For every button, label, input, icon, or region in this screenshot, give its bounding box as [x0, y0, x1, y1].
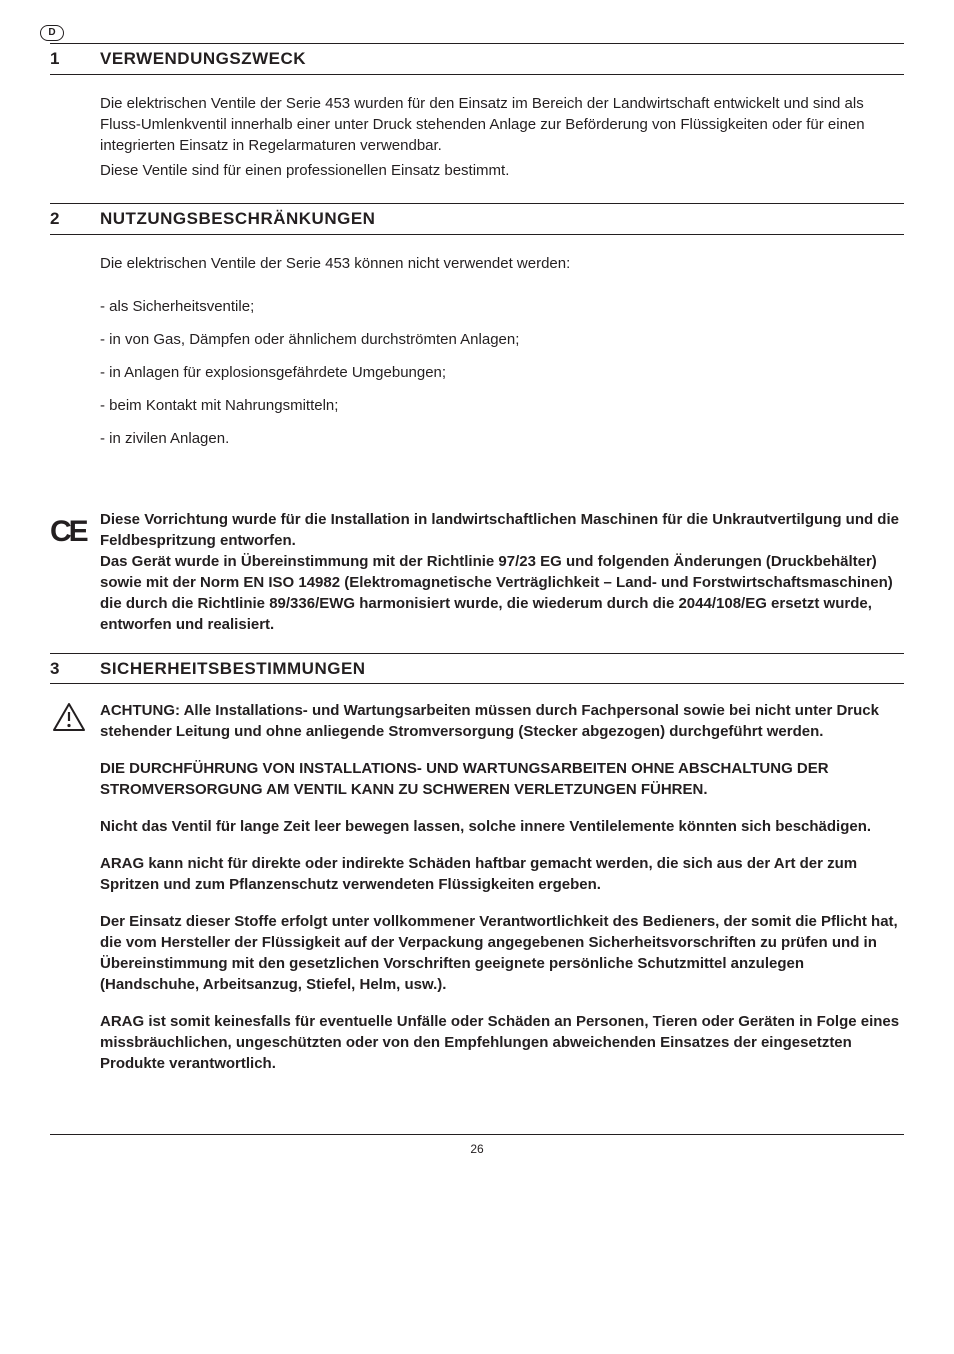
bullet-5: - in zivilen Anlagen. — [100, 428, 904, 449]
language-badge: D — [40, 25, 64, 41]
section-1-number: 1 — [50, 47, 100, 71]
page-number: 26 — [50, 1134, 904, 1158]
bullet-1: - als Sicherheitsventile; — [100, 296, 904, 317]
section-2-bold-block: CE Diese Vorrichtung wurde für die Insta… — [100, 467, 904, 635]
bullet-2: - in von Gas, Dämpfen oder ähnlichem dur… — [100, 329, 904, 350]
section-2-number: 2 — [50, 207, 100, 231]
section-2-title: NUTZUNGSBESCHRÄNKUNGEN — [100, 207, 375, 231]
section-2-heading: 2 NUTZUNGSBESCHRÄNKUNGEN — [50, 203, 904, 235]
section-1-heading: 1 VERWENDUNGSZWECK — [50, 43, 904, 75]
warning-triangle-icon — [52, 702, 86, 738]
section-3-p3: Nicht das Ventil für lange Zeit leer bew… — [100, 816, 904, 837]
section-3-heading: 3 SICHERHEITSBESTIMMUNGEN — [50, 653, 904, 685]
section-2-bold-text: Diese Vorrichtung wurde für die Installa… — [100, 511, 899, 633]
section-2-intro: Die elektrischen Ventile der Serie 453 k… — [100, 253, 904, 274]
section-1-para1: Die elektrischen Ventile der Serie 453 w… — [100, 93, 904, 156]
section-2-intro-text: Die elektrischen Ventile der Serie 453 k… — [100, 253, 904, 274]
section-3-p1: ACHTUNG: Alle Installations- und Wartung… — [100, 702, 879, 740]
section-3-p5: Der Einsatz dieser Stoffe erfolgt unter … — [100, 911, 904, 995]
ce-mark-icon: CE — [50, 511, 86, 553]
section-2-bullets: - als Sicherheitsventile; - in von Gas, … — [100, 296, 904, 449]
section-3-title: SICHERHEITSBESTIMMUNGEN — [100, 657, 366, 681]
bullet-4: - beim Kontakt mit Nahrungsmitteln; — [100, 395, 904, 416]
section-3-number: 3 — [50, 657, 100, 681]
section-3-p1-block: ACHTUNG: Alle Installations- und Wartung… — [100, 700, 904, 742]
section-3-p2: DIE DURCHFÜHRUNG VON INSTALLATIONS- UND … — [100, 758, 904, 800]
section-3-p4: ARAG kann nicht für direkte oder indirek… — [100, 853, 904, 895]
bullet-3: - in Anlagen für explosionsgefährdete Um… — [100, 362, 904, 383]
section-1-title: VERWENDUNGSZWECK — [100, 47, 306, 71]
section-1-para2: Diese Ventile sind für einen professione… — [100, 160, 904, 181]
section-1-body: Die elektrischen Ventile der Serie 453 w… — [100, 93, 904, 181]
section-3-p6: ARAG ist somit keinesfalls für eventuell… — [100, 1011, 904, 1074]
